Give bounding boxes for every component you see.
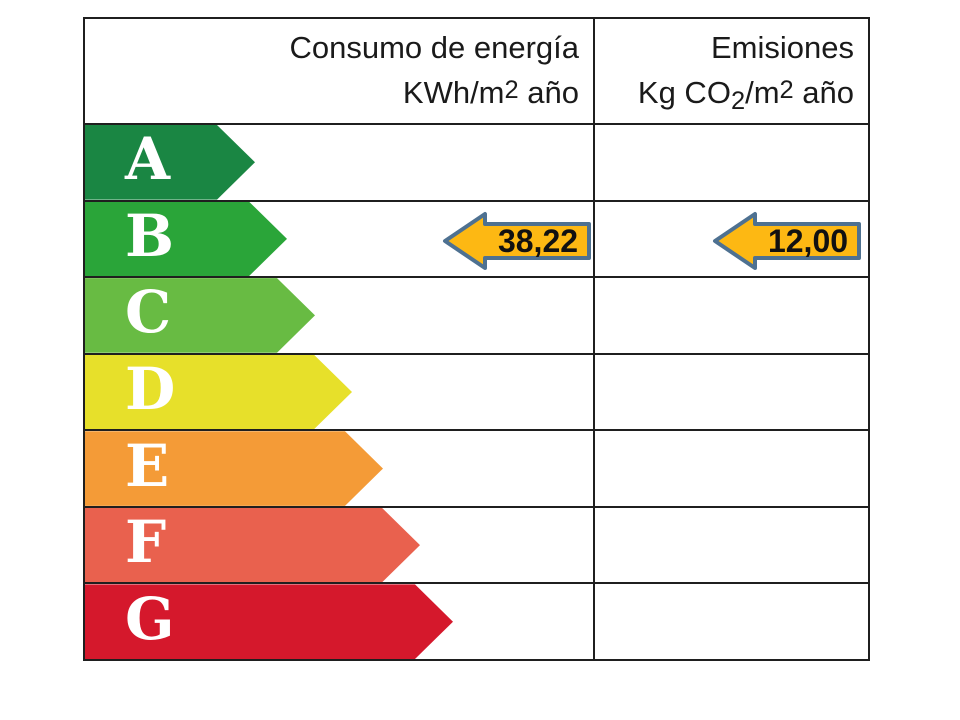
emissions-value-arrow: 12,00	[713, 211, 861, 270]
emissions-unit-exponent: 2	[779, 75, 794, 104]
emissions-unit: Kg CO2/m2 año	[637, 74, 854, 115]
grade-row-b: B 38,22 12,00	[85, 199, 868, 277]
grade-d-emissions-cell	[593, 354, 868, 430]
grade-b-consumption-cell: B 38,22	[85, 202, 593, 277]
consumption-value: 38,22	[498, 223, 578, 259]
consumption-title: Consumo de energía	[289, 29, 579, 65]
grade-f-emissions-cell	[593, 507, 868, 583]
header-emissions-cell: Emisiones Kg CO2/m2 año	[593, 19, 868, 123]
grade-letter-g: G	[125, 584, 175, 653]
grade-arrow-a: A	[85, 125, 255, 200]
left-arrow-icon	[443, 211, 591, 270]
grade-e-emissions-cell	[593, 431, 868, 506]
grade-a-consumption-cell: A	[85, 125, 593, 200]
grade-g-consumption-cell: G	[85, 584, 593, 659]
grade-letter-c: C	[125, 278, 172, 347]
header-consumption-cell: Consumo de energía KWh/m2 año	[85, 19, 593, 123]
grade-row-f: F	[85, 505, 868, 583]
grade-c-emissions-cell	[593, 278, 868, 353]
grade-e-consumption-cell: E	[85, 431, 593, 506]
grade-letter-d: D	[125, 354, 176, 423]
grade-letter-f: F	[125, 508, 167, 577]
emissions-title: Emisiones	[711, 29, 854, 65]
rating-table: Consumo de energía KWh/m2 año Emisiones …	[83, 17, 870, 661]
grade-row-a: A	[85, 123, 868, 200]
grade-g-emissions-cell	[593, 584, 868, 659]
consumption-unit-exponent: 2	[504, 75, 519, 104]
grade-arrow-g: G	[85, 584, 453, 659]
grade-arrow-c: C	[85, 278, 315, 353]
grade-a-emissions-cell	[593, 125, 868, 200]
grade-b-emissions-cell: 12,00	[593, 201, 868, 277]
grade-d-consumption-cell: D	[85, 355, 593, 430]
emissions-value: 12,00	[768, 223, 848, 259]
grade-row-e: E	[85, 429, 868, 506]
grade-arrow-e: E	[85, 431, 383, 506]
grade-f-consumption-cell: F	[85, 508, 593, 583]
grade-letter-a: A	[125, 125, 171, 194]
grade-arrow-b: B	[85, 202, 287, 277]
grade-row-d: D	[85, 352, 868, 430]
consumption-unit: KWh/m2 año	[402, 74, 579, 110]
grade-letter-e: E	[125, 431, 170, 500]
grade-row-c: C	[85, 276, 868, 353]
consumption-value-arrow: 38,22	[443, 211, 591, 270]
grade-arrow-f: F	[85, 508, 420, 583]
left-arrow-icon	[713, 211, 861, 270]
header-row: Consumo de energía KWh/m2 año Emisiones …	[85, 19, 868, 123]
grade-c-consumption-cell: C	[85, 278, 593, 353]
emissions-unit-subscript: 2	[730, 86, 746, 115]
grade-letter-b: B	[125, 201, 175, 270]
grade-row-g: G	[85, 582, 868, 659]
grade-arrow-d: D	[85, 355, 352, 430]
